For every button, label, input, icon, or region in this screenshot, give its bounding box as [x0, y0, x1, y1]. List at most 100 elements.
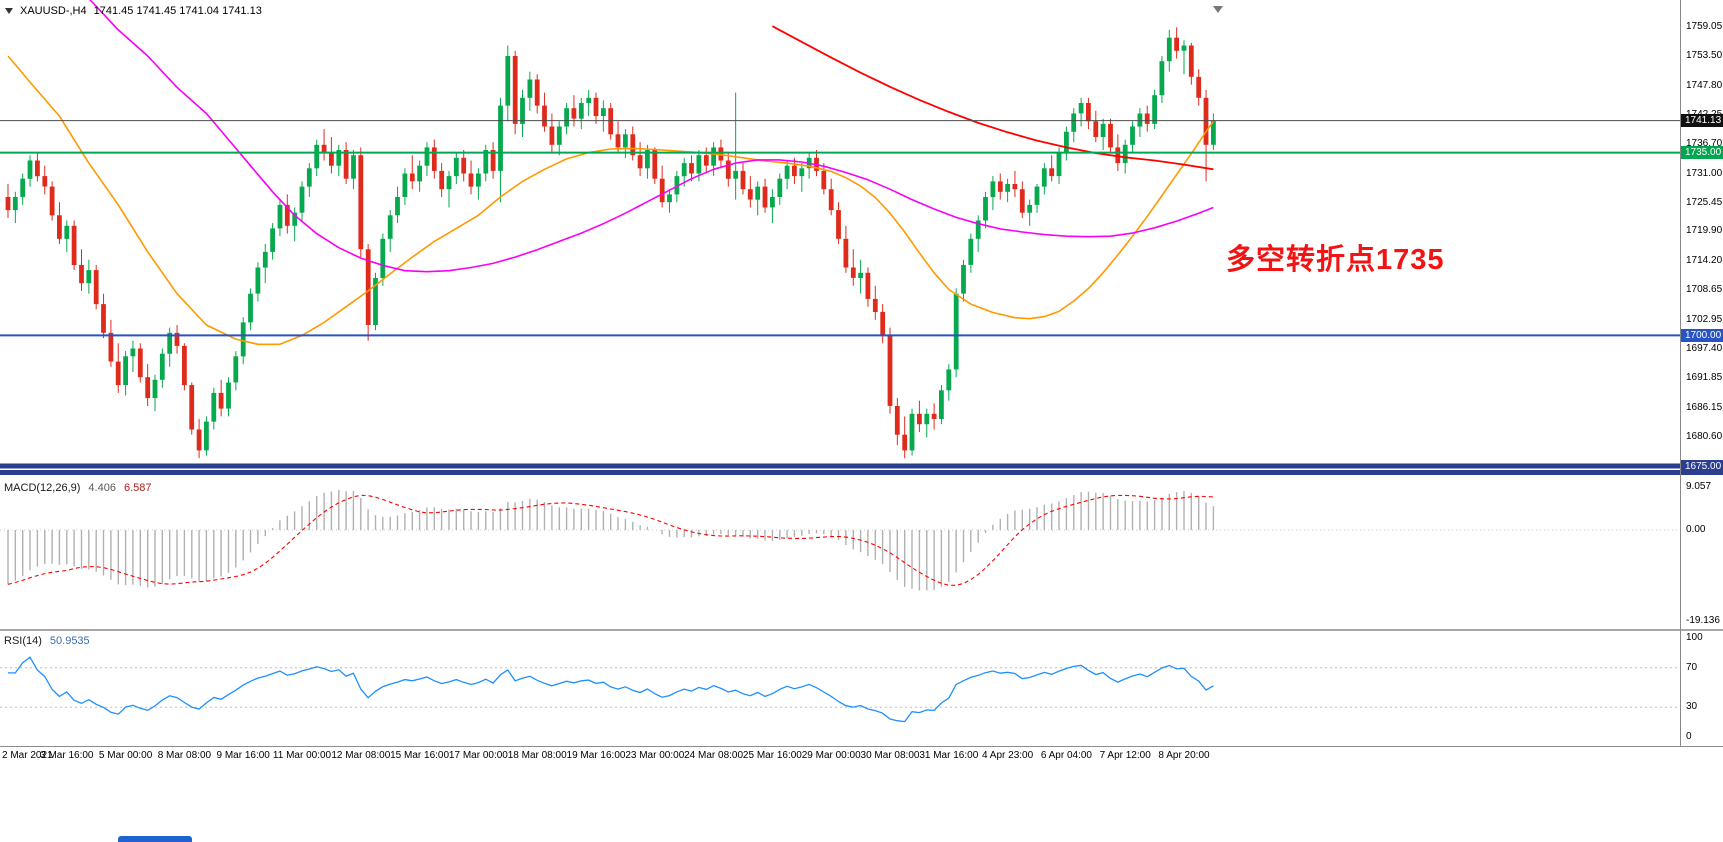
- rsi-canvas[interactable]: [0, 631, 1680, 746]
- time-axis-label: 24 Mar 08:00: [684, 750, 744, 761]
- bear-candle-body: [652, 150, 658, 179]
- bull-candle-body: [1078, 103, 1084, 114]
- time-axis-label: 3 Mar 16:00: [40, 750, 94, 761]
- bear-candle-body: [343, 150, 349, 179]
- bull-candle-body: [505, 56, 511, 106]
- bear-candle-body: [894, 406, 900, 435]
- bull-candle-body: [990, 181, 996, 198]
- bull-candle-body: [27, 160, 33, 179]
- chart-shift-marker-icon[interactable]: [1213, 6, 1223, 13]
- ohlc-values: 1741.45 1741.45 1741.04 1741.13: [93, 5, 262, 17]
- bear-candle-body: [358, 155, 364, 250]
- bull-candle-body: [711, 147, 716, 166]
- bull-candle-body: [770, 197, 775, 208]
- macd-signal-value: 6.587: [123, 482, 152, 494]
- time-axis-label: 17 Mar 00:00: [448, 750, 508, 761]
- bull-candle-body: [983, 197, 988, 221]
- ma-long-red: [771, 25, 1214, 171]
- bull-candle-body: [968, 238, 974, 265]
- scrollbar-thumb[interactable]: [118, 836, 192, 842]
- bull-candle-body: [86, 270, 92, 284]
- bull-candle-body: [64, 225, 70, 239]
- bull-candle-body: [564, 108, 569, 127]
- bear-candle-body: [101, 304, 106, 333]
- bear-candle-body: [57, 215, 62, 239]
- bear-candle-body: [850, 267, 856, 278]
- bull-candle-body: [159, 353, 165, 380]
- bull-candle-body: [240, 322, 246, 357]
- rsi-value: 50.9535: [49, 635, 90, 647]
- bear-candle-body: [689, 163, 694, 174]
- macd-indicator-label: MACD(12,26,9) 4.406 6.587: [4, 482, 151, 494]
- bear-candle-body: [549, 126, 555, 145]
- rsi-tick-label: 100: [1686, 631, 1703, 643]
- bull-candle-body: [277, 204, 283, 229]
- bear-candle-body: [747, 189, 753, 200]
- bear-candle-body: [182, 345, 187, 386]
- price-tick-label: 1714.20: [1686, 255, 1723, 267]
- bull-candle-body: [211, 392, 217, 422]
- bull-candle-body: [1152, 95, 1157, 124]
- bear-candle-body: [828, 189, 834, 211]
- bull-candle-body: [975, 220, 981, 239]
- time-axis-label: 8 Apr 20:00: [1158, 750, 1210, 761]
- bear-candle-body: [792, 165, 797, 177]
- rsi-tick-label: 30: [1686, 701, 1698, 713]
- macd-tick-label: 9.057: [1686, 480, 1712, 492]
- bull-candle-body: [226, 382, 231, 409]
- bull-candle-body: [578, 103, 584, 119]
- bull-candle-body: [395, 197, 400, 216]
- hline-price-badge: 1700.00: [1681, 328, 1723, 342]
- bear-candle-body: [703, 155, 709, 166]
- bull-candle-body: [380, 238, 386, 278]
- bear-candle-body: [917, 413, 922, 425]
- bear-candle-body: [593, 97, 599, 117]
- bear-candle-body: [762, 186, 768, 208]
- panel-separator-macd[interactable]: [0, 470, 1723, 475]
- bear-candle-body: [1188, 45, 1194, 77]
- time-axis-label: 8 Mar 08:00: [157, 750, 212, 761]
- time-axis-label: 11 Mar 00:00: [272, 750, 332, 761]
- bull-candle-body: [1071, 113, 1077, 132]
- bear-candle-body: [5, 197, 11, 211]
- bull-candle-body: [498, 105, 503, 171]
- bear-candle-body: [93, 270, 99, 305]
- bear-candle-body: [637, 155, 643, 169]
- bull-candle-body: [476, 173, 481, 187]
- bull-candle-body: [733, 170, 739, 179]
- time-axis-label: 9 Mar 16:00: [216, 750, 270, 761]
- bear-candle-body: [1196, 76, 1202, 98]
- time-scale[interactable]: 2 Mar 2021 3 Mar 16:00 5 Mar 00:00 8 Mar 08…: [0, 747, 1680, 764]
- bear-candle-body: [49, 186, 55, 216]
- bull-candle-body: [645, 150, 650, 169]
- bull-candle-body: [1137, 113, 1143, 127]
- bull-candle-body: [527, 79, 533, 98]
- bear-candle-body: [145, 377, 151, 399]
- bull-candle-body: [623, 134, 628, 148]
- rsi-tick-label: 70: [1686, 661, 1698, 673]
- bull-candle-body: [1056, 152, 1062, 177]
- one-click-trading-arrow-icon[interactable]: [5, 8, 13, 14]
- time-axis-label: 30 Mar 08:00: [860, 750, 920, 761]
- price-tick-label: 1708.65: [1686, 284, 1723, 296]
- price-chart-canvas[interactable]: [0, 0, 1680, 476]
- bear-candle-body: [887, 335, 893, 406]
- price-scale[interactable]: 1759.051753.501747.801742.251736.701731.…: [1681, 0, 1723, 747]
- bull-candle-body: [1027, 204, 1033, 213]
- time-axis-label: 23 Mar 00:00: [625, 750, 685, 761]
- bear-candle-body: [512, 56, 518, 124]
- bull-candle-body: [306, 168, 312, 187]
- macd-tick-label: -19.136: [1686, 614, 1720, 626]
- bull-candle-body: [262, 251, 268, 268]
- hline-price-badge: 1735.00: [1681, 146, 1723, 160]
- bear-candle-body: [542, 105, 547, 127]
- bull-candle-body: [696, 155, 702, 174]
- bull-candle-body: [858, 272, 863, 278]
- bear-candle-body: [284, 204, 290, 226]
- bull-candle-body: [1166, 37, 1172, 62]
- bear-candle-body: [1115, 147, 1121, 164]
- macd-canvas[interactable]: [0, 478, 1680, 629]
- panel-separator-rsi[interactable]: [0, 629, 1723, 631]
- bear-candle-body: [571, 108, 577, 119]
